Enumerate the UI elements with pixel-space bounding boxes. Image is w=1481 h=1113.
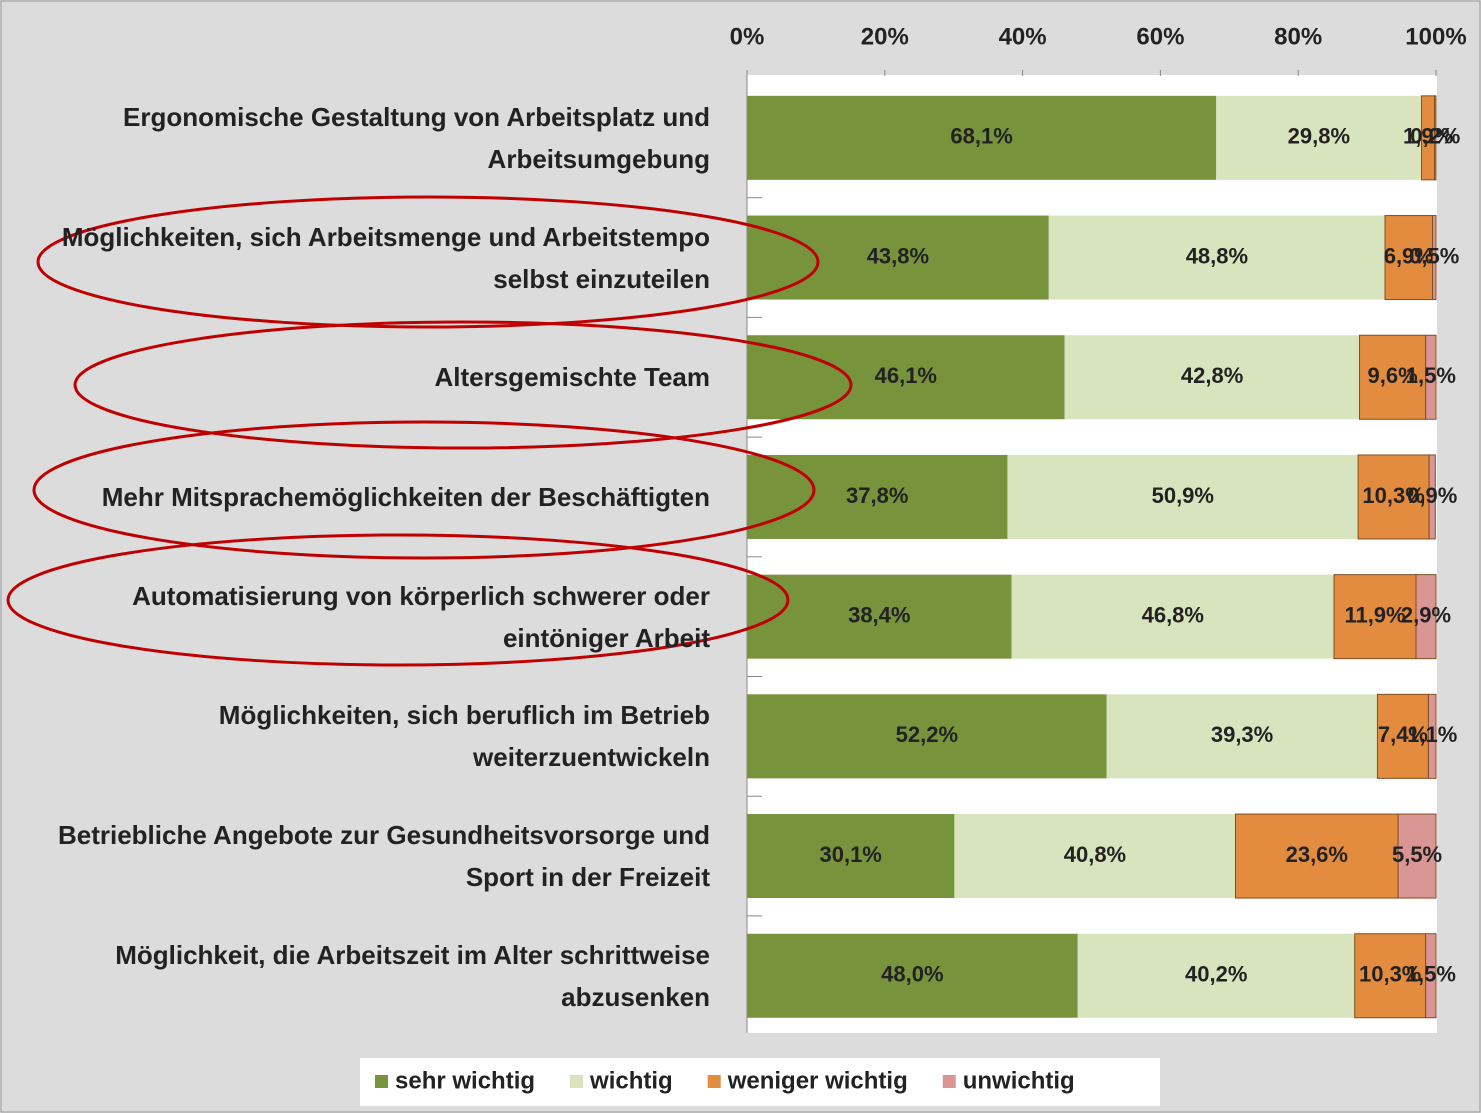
value-label: 52,2% [896,722,958,747]
value-label: 10,3% [1359,962,1421,987]
x-tick-label: 0% [730,23,765,50]
value-label: 9,6% [1368,363,1418,388]
value-label: 0,5% [1409,243,1459,268]
value-label: 48,8% [1186,243,1248,268]
bar-segment [747,574,1012,659]
bar-segment [1432,215,1437,301]
value-label: 29,8% [1288,124,1350,149]
bar-segment [747,694,1107,779]
bar-segment [747,933,1078,1018]
x-tick-label: 40% [999,23,1047,50]
value-label: 43,8% [867,243,929,268]
value-label: 7,4% [1378,722,1428,747]
value-label: 2,9% [1401,602,1451,627]
bar-segment [747,454,1008,539]
bar-segment [1427,693,1437,779]
value-label: 5,5% [1392,842,1442,867]
value-label: 39,3% [1211,722,1273,747]
value-label: 1,5% [1406,363,1456,388]
legend-swatch [707,1075,721,1088]
value-label: 38,4% [848,602,910,627]
legend-label: unwichtig [963,1067,1075,1094]
value-label: 30,1% [819,842,881,867]
ellipse [6,533,790,667]
legend-label: weniger wichtig [727,1067,908,1094]
bar-segment [1415,574,1437,660]
value-label: 50,9% [1152,483,1214,508]
ellipse [36,195,820,329]
bar-segment [1357,454,1430,540]
legend-swatch [570,1075,584,1088]
bar-segment [1106,694,1378,779]
value-label: 1,1% [1407,722,1457,747]
value-label: 46,8% [1142,602,1204,627]
bar-segment [1425,933,1437,1019]
category-label: Möglichkeiten, sich Arbeitsmenge und Arb… [61,221,710,294]
value-label: 0,2% [1410,124,1460,149]
bar-segment [1011,574,1335,659]
value-label: 42,8% [1181,363,1243,388]
category-label: Mehr Mitsprachemöglichkeiten der Beschäf… [101,481,710,512]
bar-segment [1007,454,1359,539]
category-label: Automatisierung von körperlich schwerer … [132,580,710,653]
ellipse [73,320,853,450]
value-label: 23,6% [1286,842,1348,867]
value-label: 40,8% [1064,842,1126,867]
legend-label: sehr wichtig [395,1067,535,1094]
category-label: Möglichkeiten, sich beruflich im Betrieb… [218,700,710,773]
legend-swatch [942,1075,956,1088]
bar-segment [1376,693,1429,779]
bar-segment [747,335,1065,420]
value-label: 1,9% [1403,124,1453,149]
bar-segment [1397,813,1437,899]
bar-segment [1235,813,1399,899]
x-tick-label: 80% [1274,23,1322,50]
bar-segment [1064,335,1360,420]
value-label: 10,3% [1362,483,1424,508]
legend-label: wichtig [589,1067,673,1094]
bar-segment [1216,95,1422,180]
category-label: Altersgemischte Team [434,362,710,393]
category-label: Möglichkeit, die Arbeitszeit im Alter sc… [115,939,710,1012]
value-label: 46,1% [875,363,937,388]
value-label: 40,2% [1185,962,1247,987]
bar-segment [747,95,1217,180]
value-label: 37,8% [846,483,908,508]
bar-segment [954,814,1236,899]
value-label: 68,1% [950,124,1012,149]
bar-segment [747,814,955,899]
value-label: 0,9% [1407,483,1457,508]
value-label: 6,9% [1384,243,1434,268]
legend: sehr wichtig wichtig weniger wichtig unwich… [375,1067,1075,1094]
ellipse [32,420,816,560]
bar-segment [1425,334,1437,420]
bar-segment [1048,215,1386,300]
bar-segment [1354,933,1427,1019]
value-label: 1,5% [1406,962,1456,987]
legend-box [360,1058,1160,1106]
category-label: Betriebliche Angebote zur Gesundheitsvor… [57,820,710,893]
x-tick-label: 100% [1405,23,1466,50]
category-label: Ergonomische Gestaltung von Arbeitsplatz… [123,101,710,174]
annotations [6,195,853,667]
bar-segment [1434,95,1437,181]
bar-segment [1428,454,1436,540]
value-label: 11,9% [1344,602,1405,627]
x-tick-label: 20% [861,23,909,50]
x-tick-label: 60% [1136,23,1184,50]
value-label: 48,0% [881,962,943,987]
bar-segment [1384,215,1434,301]
bar-segment [1077,933,1355,1018]
bar-segment [747,215,1049,300]
legend-swatch [375,1075,388,1088]
